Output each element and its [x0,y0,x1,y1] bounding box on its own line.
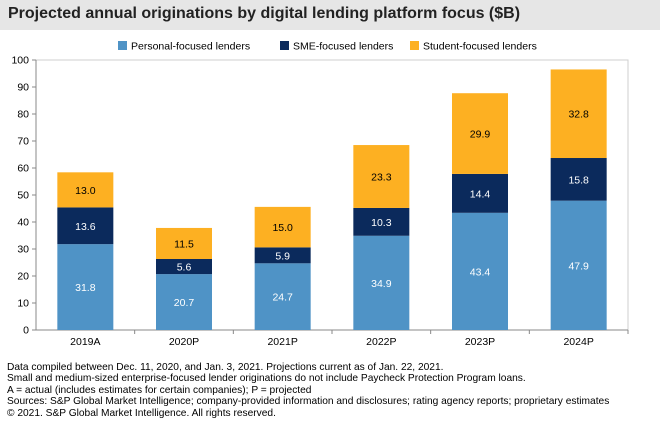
data-label-5-1: 15.8 [568,174,589,186]
bar-segment-4-2 [452,93,508,174]
bar-segment-3-1 [353,207,410,236]
plot-frame [35,59,629,331]
data-label-3-1: 10.3 [371,217,392,229]
data-label-2-1: 5.9 [275,250,290,262]
data-label-4-2: 29.9 [470,129,491,141]
legend-swatch-2 [410,41,419,50]
y-tick-label: 50 [17,190,29,202]
note-legend-key: A = actual (includes estimates for certa… [7,384,312,396]
data-label-3-2: 23.3 [371,172,392,184]
data-label-0-2: 13.0 [75,185,96,197]
legend-swatch-1 [280,41,289,50]
bar-segment-0-2 [57,172,114,208]
x-tick-label-2019A: 2019A [70,336,100,348]
chart-title: Projected annual originations by digital… [8,5,521,22]
y-tick-label: 70 [17,136,29,148]
bar-segment-3-2 [353,145,410,208]
y-tick-label: 80 [17,109,29,121]
stacked-bar-chart: 0 10 20 30 40 50 60 70 80 90 100 31.8 13.6 13.0 2019A 2… [11,41,629,348]
note-copyright: © 2021. S&P Global Market Intelligence. … [7,407,276,419]
data-label-4-0: 43.4 [470,266,491,278]
bar-segment-1-0 [156,274,212,330]
bar-segment-2-2 [254,206,311,248]
y-tick-label: 30 [17,244,29,256]
bar-segment-5-2 [550,69,607,159]
legend-swatch-0 [118,41,127,50]
data-label-3-0: 34.9 [371,278,392,290]
y-tick-label: 0 [23,325,29,337]
data-label-0-0: 31.8 [75,282,96,294]
x-tick-label-2022P: 2022P [366,336,396,348]
y-tick-label: 40 [17,217,29,229]
bar-segment-5-0 [550,200,607,330]
data-label-0-1: 13.6 [75,221,96,233]
bar-segment-0-1 [57,207,114,245]
data-label-2-0: 24.7 [272,292,293,304]
data-label-1-0: 20.7 [174,297,195,309]
data-label-4-1: 14.4 [470,188,491,200]
title-bar: Projected annual originations by digital… [0,0,660,30]
y-tick-label: 100 [11,55,29,67]
x-tick-label-2020P: 2020P [169,336,199,348]
data-label-2-2: 15.0 [272,222,293,234]
data-label-1-1: 5.6 [177,262,192,274]
legend-label-2: Student-focused lenders [423,41,537,53]
x-tick-label-2024P: 2024P [563,336,593,348]
bar-segment-2-0 [254,263,311,330]
bar-segment-1-2 [156,227,212,259]
y-tick-label: 60 [17,163,29,175]
y-tick-label: 20 [17,271,29,283]
bar-segment-3-0 [353,235,410,330]
bar-segment-0-0 [57,244,114,330]
legend-label-1: SME-focused lenders [293,41,393,53]
data-label-5-2: 32.8 [568,109,589,121]
bar-segment-4-1 [452,173,508,213]
x-tick-label-2023P: 2023P [465,336,495,348]
y-tick-label: 10 [17,298,29,310]
note-sources: Sources: S&P Global Market Intelligence;… [7,396,610,408]
bar-segment-2-1 [254,247,311,264]
data-label-5-0: 47.9 [568,260,589,272]
data-label-1-2: 11.5 [174,238,194,250]
bar-segment-1-1 [156,258,212,275]
legend-label-0: Personal-focused lenders [131,41,250,53]
note-data-compiled: Data compiled between Dec. 11, 2020, and… [7,362,444,373]
y-tick-label: 90 [17,82,29,94]
bar-segment-4-0 [452,212,508,330]
chart-notes: Data compiled between Dec. 11, 2020, and… [7,362,657,419]
bar-segment-5-1 [550,158,607,201]
x-tick-label-2021P: 2021P [267,336,297,348]
note-sme-exclusion: Small and medium-sized enterprise-focuse… [7,373,526,385]
